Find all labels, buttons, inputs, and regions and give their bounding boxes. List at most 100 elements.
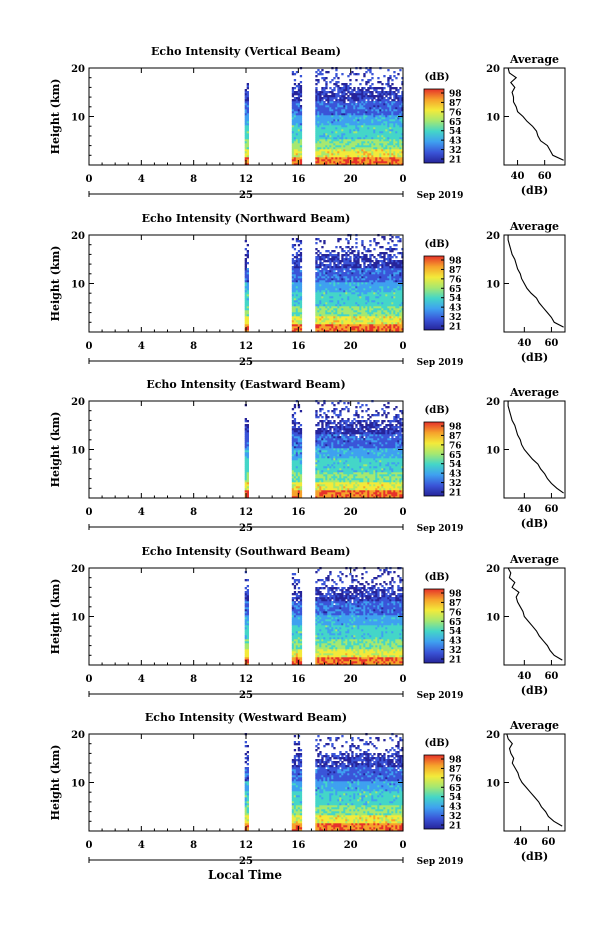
profile-xtick-label: 40 <box>514 837 528 848</box>
colorbar-unit: (dB) <box>425 572 450 583</box>
heatmap-xtick-label: 8 <box>190 507 197 518</box>
heatmap-xtick-label: 12 <box>239 341 253 352</box>
profile-line <box>508 68 563 160</box>
profile-title: Average <box>509 553 559 566</box>
colorbar <box>424 589 444 663</box>
profile-xlabel: (dB) <box>521 517 548 530</box>
heatmap-ylabel: Height (km) <box>49 745 62 821</box>
heatmap-xtick-label: 4 <box>138 341 145 352</box>
profile-title: Average <box>509 386 559 399</box>
colorbar-tick-label: 21 <box>449 323 462 333</box>
date-month-label: Sep 2019 <box>417 524 464 534</box>
profile-xtick-label: 60 <box>544 671 558 682</box>
profile-ytick-label: 10 <box>486 779 500 790</box>
heatmap-title: Echo Intensity (Eastward Beam) <box>146 378 345 391</box>
heatmap-ytick-label: 10 <box>71 113 85 124</box>
heatmap-xtick-label: 0 <box>400 341 407 352</box>
date-month-label: Sep 2019 <box>417 358 464 368</box>
heatmap-ylabel: Height (km) <box>49 79 62 155</box>
heatmap-xtick-label: 0 <box>86 674 93 685</box>
heatmap-ylabel: Height (km) <box>49 246 62 322</box>
heatmap-xtick-label: 12 <box>239 174 253 185</box>
profile-xtick-label: 60 <box>538 171 552 182</box>
heatmap-xtick-label: 20 <box>344 174 358 185</box>
profile-xtick-label: 40 <box>517 504 531 515</box>
panel-0: Echo Intensity (Vertical Beam) Height (km… <box>49 45 565 201</box>
heatmap-title: Echo Intensity (Vertical Beam) <box>151 45 341 58</box>
heatmap-cells <box>245 234 404 332</box>
heatmap-xtick-label: 4 <box>138 674 145 685</box>
heatmap-ytick-label: 20 <box>71 730 85 741</box>
heatmap-xtick-label: 0 <box>400 674 407 685</box>
profile-ytick-label: 10 <box>486 613 500 624</box>
panel-1: Echo Intensity (Northward Beam) Height (k… <box>49 212 565 368</box>
profile-ytick-label: 10 <box>486 280 500 291</box>
heatmap-ytick-label: 10 <box>71 613 85 624</box>
heatmap-xtick-label: 0 <box>400 507 407 518</box>
heatmap-title: Echo Intensity (Northward Beam) <box>142 212 351 225</box>
profile-xlabel: (dB) <box>521 850 548 863</box>
profile-xlabel: (dB) <box>521 684 548 697</box>
colorbar <box>424 422 444 496</box>
heatmap-xtick-label: 16 <box>291 840 305 851</box>
heatmap-xtick-label: 16 <box>291 674 305 685</box>
heatmap-xtick-label: 8 <box>190 174 197 185</box>
date-day-label: 25 <box>239 190 253 201</box>
heatmap-xtick-label: 4 <box>138 507 145 518</box>
profile-frame <box>504 568 565 665</box>
profile-ytick-label: 20 <box>486 64 500 75</box>
heatmap-xtick-label: 20 <box>344 341 358 352</box>
panel-3: Echo Intensity (Southward Beam) Height (k… <box>49 545 565 701</box>
heatmap-ytick-label: 20 <box>71 564 85 575</box>
heatmap-xtick-label: 8 <box>190 674 197 685</box>
profile-title: Average <box>509 220 559 233</box>
heatmap-xtick-label: 12 <box>239 507 253 518</box>
profile-title: Average <box>509 719 559 732</box>
heatmap-ytick-label: 10 <box>71 280 85 291</box>
heatmap-title: Echo Intensity (Southward Beam) <box>142 545 351 558</box>
heatmap-title: Echo Intensity (Westward Beam) <box>145 711 347 724</box>
profile-xtick-label: 40 <box>517 671 531 682</box>
heatmap-ytick-label: 10 <box>71 446 85 457</box>
heatmap-xtick-label: 16 <box>291 507 305 518</box>
heatmap-xtick-label: 4 <box>138 840 145 851</box>
heatmap-ytick-label: 20 <box>71 397 85 408</box>
colorbar <box>424 256 444 330</box>
profile-frame <box>504 235 565 332</box>
date-month-label: Sep 2019 <box>417 857 464 867</box>
heatmap-xtick-label: 0 <box>400 174 407 185</box>
date-day-label: 25 <box>239 690 253 701</box>
heatmap-xtick-label: 12 <box>239 840 253 851</box>
heatmap-xtick-label: 16 <box>291 174 305 185</box>
heatmap-xtick-label: 12 <box>239 674 253 685</box>
profile-ytick-label: 10 <box>486 446 500 457</box>
colorbar-unit: (dB) <box>425 738 450 749</box>
colorbar-tick-label: 21 <box>449 489 462 499</box>
colorbar-tick-label: 21 <box>449 656 462 666</box>
heatmap-ytick-label: 10 <box>71 779 85 790</box>
profile-line <box>507 734 562 826</box>
heatmap-xtick-label: 20 <box>344 507 358 518</box>
heatmap-ytick-label: 20 <box>71 231 85 242</box>
date-month-label: Sep 2019 <box>417 191 464 201</box>
heatmap-xtick-label: 8 <box>190 840 197 851</box>
heatmap-xtick-label: 0 <box>400 840 407 851</box>
panel-4: Echo Intensity (Westward Beam) Height (km… <box>49 711 565 867</box>
common-xlabel: Local Time <box>208 868 282 882</box>
profile-xtick-label: 40 <box>511 171 525 182</box>
profile-xlabel: (dB) <box>521 184 548 197</box>
heatmap-cells <box>245 67 404 165</box>
heatmap-xtick-label: 20 <box>344 840 358 851</box>
colorbar-unit: (dB) <box>425 405 450 416</box>
heatmap-xtick-label: 16 <box>291 341 305 352</box>
profile-ytick-label: 10 <box>486 113 500 124</box>
profile-xtick-label: 60 <box>544 338 558 349</box>
colorbar-unit: (dB) <box>425 72 450 83</box>
profile-line <box>508 568 562 660</box>
profile-frame <box>504 68 565 165</box>
heatmap-xtick-label: 20 <box>344 674 358 685</box>
heatmap-cells <box>245 400 404 498</box>
heatmap-ylabel: Height (km) <box>49 579 62 655</box>
